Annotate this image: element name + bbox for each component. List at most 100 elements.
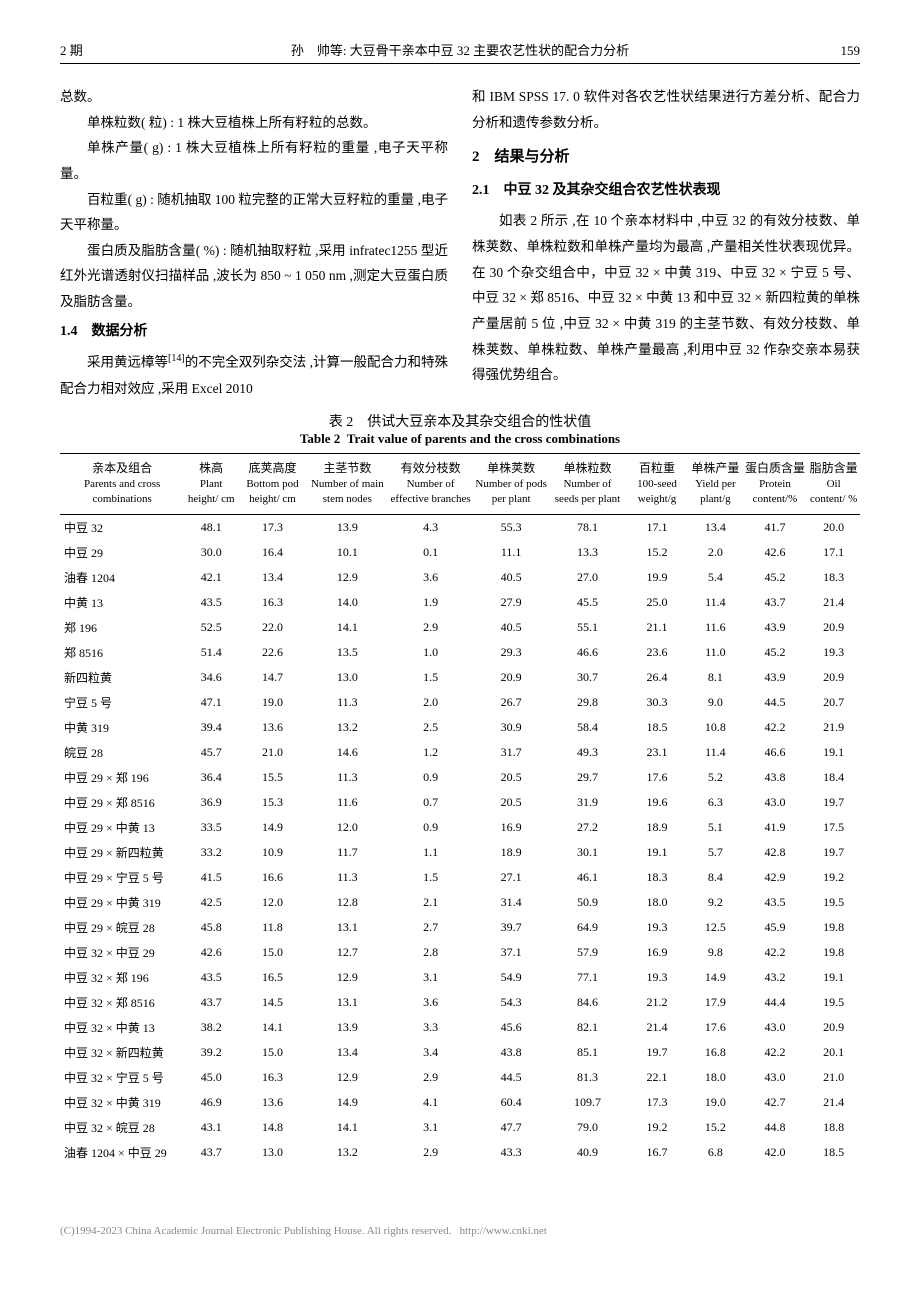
table-cell: 31.7 [473, 740, 549, 765]
table-cell: 3.1 [388, 965, 473, 990]
table-cell: 78.1 [549, 514, 626, 540]
table-cell: 42.2 [743, 715, 808, 740]
table-cell: 11.1 [473, 540, 549, 565]
cnki-link[interactable]: http://www.cnki.net [460, 1225, 547, 1237]
table-cell: 16.4 [238, 540, 307, 565]
table-row: 中豆 29 × 宁豆 5 号41.516.611.31.527.146.118.… [60, 865, 860, 890]
table-cell: 11.0 [688, 640, 743, 665]
table-cell: 2.1 [388, 890, 473, 915]
para: 百粒重( g) : 随机抽取 100 粒完整的正常大豆籽粒的重量 ,电子天平称量… [60, 187, 448, 238]
table-cell: 31.9 [549, 790, 626, 815]
table-cell: 19.5 [807, 990, 860, 1015]
table-row: 中豆 32 × 郑 851643.714.513.13.654.384.621.… [60, 990, 860, 1015]
table-cell: 29.3 [473, 640, 549, 665]
table-cell: 43.9 [743, 615, 808, 640]
table-cell: 30.3 [626, 690, 688, 715]
table-cell: 皖豆 28 [60, 740, 184, 765]
table-cell: 2.5 [388, 715, 473, 740]
table-cell: 中豆 32 × 宁豆 5 号 [60, 1065, 184, 1090]
table-cell: 2.7 [388, 915, 473, 940]
table-row: 新四粒黄34.614.713.01.520.930.726.48.143.920… [60, 665, 860, 690]
table-cell: 42.0 [743, 1140, 808, 1165]
table-cell: 中豆 29 × 中黄 13 [60, 815, 184, 840]
table-cell: 21.0 [807, 1065, 860, 1090]
table-cell: 19.0 [238, 690, 307, 715]
table-cell: 42.1 [184, 565, 238, 590]
table-cell: 12.0 [307, 815, 388, 840]
table-cell: 20.9 [807, 615, 860, 640]
table-cell: 5.2 [688, 765, 743, 790]
table-cell: 12.0 [238, 890, 307, 915]
table-cell: 27.0 [549, 565, 626, 590]
table-row: 中豆 32 × 宁豆 5 号45.016.312.92.944.581.322.… [60, 1065, 860, 1090]
table-header-cell: 株高Plant height/ cm [184, 454, 238, 515]
table-cell: 16.7 [626, 1140, 688, 1165]
table-cell: 中豆 32 × 中黄 13 [60, 1015, 184, 1040]
table-cell: 19.7 [807, 790, 860, 815]
table-cell: 52.5 [184, 615, 238, 640]
table-cell: 85.1 [549, 1040, 626, 1065]
table-cell: 15.0 [238, 940, 307, 965]
table-cell: 4.3 [388, 514, 473, 540]
subsection-2-1: 2.1 中豆 32 及其杂交组合农艺性状表现 [472, 178, 860, 205]
table-row: 中豆 32 × 中黄 1338.214.113.93.345.682.121.4… [60, 1015, 860, 1040]
table-cell: 45.7 [184, 740, 238, 765]
table-cell: 19.3 [626, 965, 688, 990]
table-cell: 50.9 [549, 890, 626, 915]
table-cell: 15.2 [688, 1115, 743, 1140]
table-cell: 43.1 [184, 1115, 238, 1140]
table-cell: 新四粒黄 [60, 665, 184, 690]
table-cell: 42.7 [743, 1090, 808, 1115]
page-footer: (C)1994-2023 China Academic Journal Elec… [60, 1225, 860, 1237]
table-cell: 48.1 [184, 514, 238, 540]
table-cell: 1.0 [388, 640, 473, 665]
table-cell: 42.6 [743, 540, 808, 565]
table-cell: 8.1 [688, 665, 743, 690]
table-cell: 5.4 [688, 565, 743, 590]
table-cell: 20.1 [807, 1040, 860, 1065]
table-cell: 13.5 [307, 640, 388, 665]
table-cell: 22.1 [626, 1065, 688, 1090]
table-cell: 17.3 [626, 1090, 688, 1115]
table-cell: 43.7 [184, 990, 238, 1015]
table-cell: 5.1 [688, 815, 743, 840]
table-cell: 14.9 [238, 815, 307, 840]
table-cell: 14.1 [307, 615, 388, 640]
table-cell: 12.5 [688, 915, 743, 940]
table-cell: 19.9 [626, 565, 688, 590]
table-cell: 13.3 [549, 540, 626, 565]
table-cell: 16.8 [688, 1040, 743, 1065]
table-cell: 20.0 [807, 514, 860, 540]
table-cell: 3.6 [388, 990, 473, 1015]
table-row: 油春 120442.113.412.93.640.527.019.95.445.… [60, 565, 860, 590]
table-cell: 8.4 [688, 865, 743, 890]
table-cell: 中豆 32 × 新四粒黄 [60, 1040, 184, 1065]
table-cell: 40.9 [549, 1140, 626, 1165]
table-cell: 11.8 [238, 915, 307, 940]
table-cell: 20.9 [807, 1015, 860, 1040]
table-cell: 14.9 [307, 1090, 388, 1115]
table-cell: 43.0 [743, 790, 808, 815]
table-cell: 42.8 [743, 840, 808, 865]
table-cell: 0.1 [388, 540, 473, 565]
table-cell: 14.6 [307, 740, 388, 765]
table-cell: 19.0 [688, 1090, 743, 1115]
table-cell: 18.3 [807, 565, 860, 590]
table-cell: 2.8 [388, 940, 473, 965]
table-cell: 11.7 [307, 840, 388, 865]
table-cell: 26.7 [473, 690, 549, 715]
table-cell: 19.7 [626, 1040, 688, 1065]
table-cell: 11.4 [688, 590, 743, 615]
table-cell: 81.3 [549, 1065, 626, 1090]
table-cell: 1.5 [388, 865, 473, 890]
para: 蛋白质及脂肪含量( %) : 随机抽取籽粒 ,采用 infratec1255 型… [60, 238, 448, 315]
table-cell: 18.9 [473, 840, 549, 865]
table-cell: 17.6 [688, 1015, 743, 1040]
table-cell: 18.3 [626, 865, 688, 890]
table-cell: 1.1 [388, 840, 473, 865]
table-cell: 44.4 [743, 990, 808, 1015]
table-cell: 77.1 [549, 965, 626, 990]
table-cell: 1.2 [388, 740, 473, 765]
table-cell: 12.9 [307, 965, 388, 990]
table-cell: 13.2 [307, 1140, 388, 1165]
